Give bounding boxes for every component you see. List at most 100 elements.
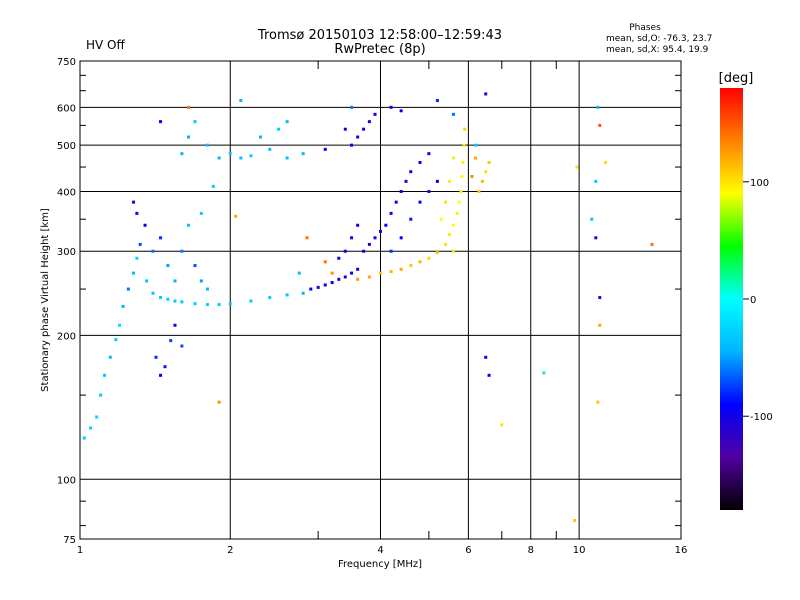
data-point	[418, 160, 422, 164]
data-point	[114, 338, 118, 342]
data-point	[598, 323, 602, 327]
data-point	[205, 287, 209, 291]
data-point	[459, 189, 463, 193]
data-point	[343, 127, 347, 131]
data-point	[440, 217, 444, 221]
data-point	[379, 229, 382, 233]
data-point	[159, 373, 163, 377]
data-point	[151, 249, 155, 253]
data-point	[239, 156, 243, 160]
data-point	[350, 105, 354, 109]
data-point	[277, 127, 281, 131]
data-point	[409, 264, 413, 268]
data-point	[187, 135, 191, 139]
data-point	[389, 270, 393, 274]
data-point	[455, 211, 459, 215]
data-point	[173, 323, 177, 327]
data-point	[249, 154, 253, 158]
data-point	[650, 242, 654, 246]
data-point	[448, 179, 452, 183]
data-point	[166, 264, 170, 268]
data-point	[594, 236, 598, 240]
data-point	[228, 302, 232, 306]
status-label: HV Off	[86, 38, 125, 52]
data-point	[108, 355, 112, 359]
data-point	[159, 120, 163, 124]
data-point	[205, 143, 209, 147]
data-point	[451, 156, 455, 160]
data-point	[350, 271, 354, 275]
data-point	[343, 249, 347, 253]
colorbar-ticks: 100 0 -100	[743, 178, 773, 423]
chart-title: Tromsø 20150103 12:58:00–12:59:43	[257, 28, 502, 43]
data-point	[350, 143, 354, 147]
data-point	[409, 217, 413, 221]
data-point	[239, 99, 243, 103]
data-point	[166, 297, 170, 301]
x-tick-label: 16	[675, 545, 688, 556]
x-axis-label: Frequency [MHz]	[338, 559, 422, 570]
data-point	[297, 271, 301, 275]
data-point	[82, 436, 86, 440]
data-point	[199, 279, 203, 283]
data-point	[367, 275, 371, 279]
y-tick-label: 100	[57, 475, 76, 486]
data-point	[487, 373, 491, 377]
data-point	[399, 236, 403, 240]
data-point	[573, 518, 577, 522]
data-point	[604, 160, 608, 164]
y-tick-label: 75	[63, 535, 76, 546]
grid	[80, 61, 681, 539]
data-point	[463, 127, 467, 131]
data-point	[451, 223, 455, 227]
data-point	[323, 260, 327, 264]
colorbar-label: [deg]	[719, 71, 754, 86]
data-point	[435, 251, 439, 255]
data-point	[343, 275, 347, 279]
data-point	[418, 260, 422, 264]
data-point	[451, 249, 455, 253]
data-point	[484, 92, 488, 96]
data-point	[389, 211, 393, 215]
data-point	[337, 256, 341, 260]
data-point	[444, 200, 448, 204]
data-point	[575, 165, 579, 169]
data-point	[379, 271, 382, 275]
data-point	[249, 299, 253, 303]
data-point	[373, 236, 377, 240]
data-point	[143, 223, 147, 227]
x-axis: 1 2 4 6 8 10 16	[77, 61, 688, 556]
data-point	[323, 147, 327, 151]
data-point	[356, 135, 360, 139]
data-point	[461, 160, 465, 164]
data-point	[169, 339, 173, 343]
data-point	[193, 302, 197, 306]
data-point	[435, 179, 439, 183]
data-point	[135, 211, 139, 215]
data-point	[384, 223, 388, 227]
chart-subtitle: RwPretec (8p)	[334, 42, 425, 57]
data-point	[596, 105, 600, 109]
data-point	[187, 223, 191, 227]
data-point	[89, 426, 93, 430]
y-tick-label: 300	[57, 247, 76, 258]
data-point	[460, 174, 464, 178]
y-tick-label: 600	[57, 103, 76, 114]
data-point	[285, 293, 289, 297]
data-point	[159, 236, 163, 240]
data-point	[448, 233, 452, 237]
data-point	[180, 344, 184, 348]
data-point	[350, 236, 354, 240]
data-point	[268, 147, 272, 151]
colorbar-tick-label: 0	[750, 295, 756, 306]
data-point	[457, 200, 461, 204]
stats-x: mean, sd,X: 95.4, 19.9	[606, 45, 709, 55]
data-point	[399, 267, 403, 271]
data-point	[590, 217, 594, 221]
data-point	[301, 291, 305, 295]
data-point	[367, 242, 371, 246]
data-point	[118, 323, 122, 327]
x-tick-label: 6	[465, 545, 471, 556]
colorbar-tick-label: 100	[750, 178, 769, 189]
